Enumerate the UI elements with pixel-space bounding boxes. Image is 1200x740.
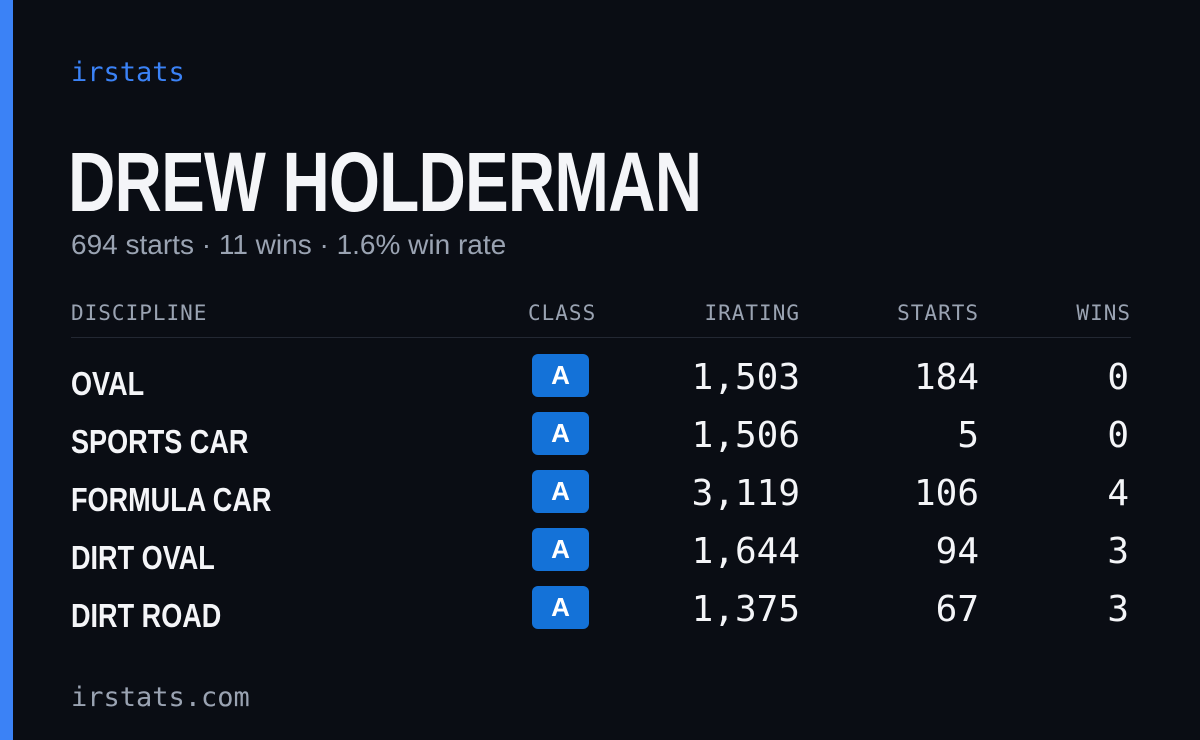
irating-value: 1,375 bbox=[691, 589, 800, 630]
irating-value: 1,506 bbox=[691, 415, 800, 456]
header-starts: STARTS bbox=[897, 301, 979, 325]
accent-bar bbox=[0, 0, 13, 740]
irating-value: 1,503 bbox=[691, 357, 800, 398]
discipline-name: DIRT ROAD bbox=[71, 597, 222, 634]
table-row: DIRT OVAL A 1,644 94 3 bbox=[71, 528, 1131, 586]
starts-value: 67 bbox=[935, 589, 979, 630]
table-row: DIRT ROAD A 1,375 67 3 bbox=[71, 586, 1131, 644]
table-row: SPORTS CAR A 1,506 5 0 bbox=[71, 412, 1131, 470]
driver-name: DREW HOLDERMAN bbox=[68, 135, 702, 229]
wins-value: 3 bbox=[1107, 589, 1129, 630]
wins-value: 0 bbox=[1107, 415, 1129, 456]
table-row: OVAL A 1,503 184 0 bbox=[71, 354, 1131, 412]
driver-summary: 694 starts · 11 wins · 1.6% win rate bbox=[71, 229, 507, 260]
table-row: FORMULA CAR A 3,119 106 4 bbox=[71, 470, 1131, 528]
starts-value: 184 bbox=[913, 357, 979, 398]
discipline-name: FORMULA CAR bbox=[71, 481, 272, 518]
brand-logo: irstats bbox=[71, 57, 185, 88]
starts-value: 106 bbox=[913, 473, 979, 514]
class-badge: A bbox=[532, 470, 589, 513]
header-irating: IRATING bbox=[704, 301, 800, 325]
discipline-name: DIRT OVAL bbox=[71, 539, 215, 576]
header-discipline: DISCIPLINE bbox=[71, 301, 208, 325]
class-badge: A bbox=[532, 412, 589, 455]
header-wins: WINS bbox=[1076, 301, 1131, 325]
footer-site-link: irstats.com bbox=[71, 682, 250, 713]
starts-value: 5 bbox=[957, 415, 979, 456]
discipline-name: OVAL bbox=[71, 365, 145, 402]
starts-value: 94 bbox=[935, 531, 979, 572]
wins-value: 3 bbox=[1107, 531, 1129, 572]
class-badge: A bbox=[532, 354, 589, 397]
header-divider bbox=[71, 337, 1131, 338]
wins-value: 0 bbox=[1107, 357, 1129, 398]
header-class: CLASS bbox=[528, 301, 597, 325]
discipline-name: SPORTS CAR bbox=[71, 423, 249, 460]
wins-value: 4 bbox=[1107, 473, 1129, 514]
irating-value: 3,119 bbox=[691, 473, 800, 514]
class-badge: A bbox=[532, 528, 589, 571]
class-badge: A bbox=[532, 586, 589, 629]
irating-value: 1,644 bbox=[691, 531, 800, 572]
